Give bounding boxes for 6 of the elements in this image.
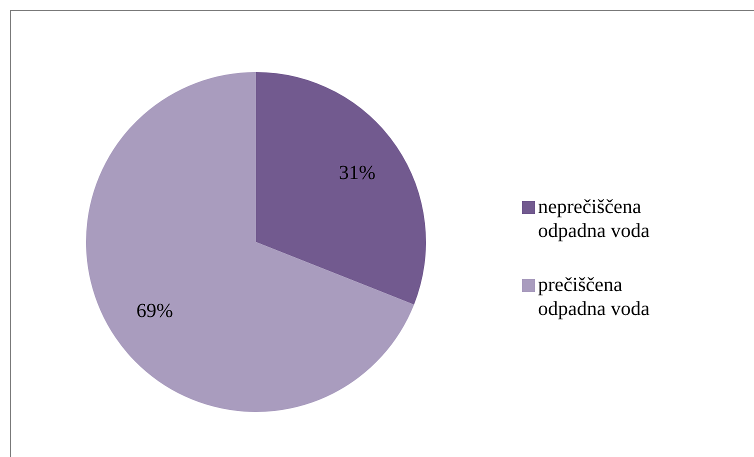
data-label: 31% <box>338 162 376 184</box>
pie-slice <box>86 72 414 412</box>
legend-label: prečiščena odpadna voda <box>538 273 651 321</box>
legend-label: neprečiščena odpadna voda <box>538 195 651 243</box>
data-label: 69% <box>136 300 174 322</box>
pie-slice <box>256 72 426 305</box>
